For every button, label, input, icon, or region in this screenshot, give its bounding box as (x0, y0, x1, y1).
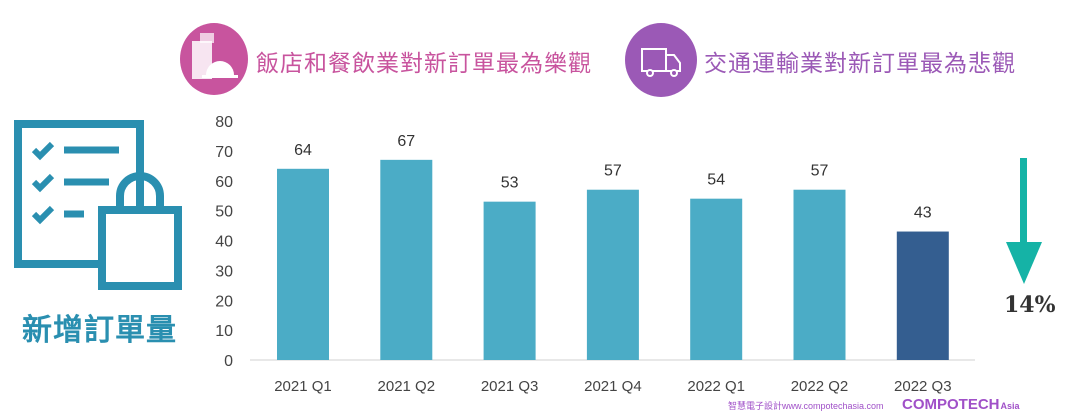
data-label: 53 (501, 175, 519, 192)
down-arrow-icon (1006, 158, 1042, 284)
data-label: 54 (707, 172, 725, 189)
data-label: 64 (294, 142, 312, 159)
bar (277, 168, 329, 360)
hotel-restaurant-icon (180, 23, 248, 95)
truck-icon (625, 23, 697, 97)
header-pessimistic: 交通運輸業對新訂單最為悲觀 (704, 51, 1016, 77)
watermark-tagline: 智慧電子設計www.compotechasia.com (728, 401, 884, 411)
x-tick-label: 2021 Q1 (274, 378, 332, 395)
data-label: 57 (604, 163, 622, 180)
y-tick-label: 40 (215, 234, 233, 251)
bar (483, 201, 536, 360)
watermark-brand: COMPOTECHAsia (902, 396, 1020, 413)
y-tick-label: 60 (215, 174, 233, 191)
bar (793, 189, 846, 360)
y-tick-label: 20 (215, 293, 233, 310)
x-tick-label: 2022 Q3 (894, 378, 952, 395)
new-orders-label: 新增訂單量 (22, 313, 177, 348)
bar (586, 189, 639, 360)
y-tick-label: 50 (215, 204, 233, 221)
bar (896, 231, 949, 360)
change-percent: 14% (1004, 292, 1056, 318)
bar-chart: 0 10 20 30 40 50 60 70 80 64 2021 Q1 67 2021 Q2 53 202… (215, 114, 975, 395)
y-tick-label: 30 (215, 263, 233, 280)
order-checklist-bag-icon (14, 120, 182, 290)
x-tick-label: 2021 Q3 (481, 378, 539, 395)
x-tick-label: 2022 Q1 (687, 378, 745, 395)
header-optimistic: 飯店和餐飲業對新訂單最為樂觀 (256, 51, 592, 77)
y-tick-label: 70 (215, 144, 233, 161)
x-tick-label: 2022 Q2 (791, 378, 849, 395)
bar (690, 198, 743, 360)
y-tick-label: 80 (215, 114, 233, 131)
bar (380, 159, 433, 360)
y-tick-label: 0 (224, 353, 233, 370)
data-label: 57 (811, 163, 829, 180)
y-tick-label: 10 (215, 323, 233, 340)
data-label: 67 (397, 133, 415, 150)
x-tick-label: 2021 Q4 (584, 378, 642, 395)
data-label: 43 (914, 205, 932, 222)
x-tick-label: 2021 Q2 (378, 378, 436, 395)
